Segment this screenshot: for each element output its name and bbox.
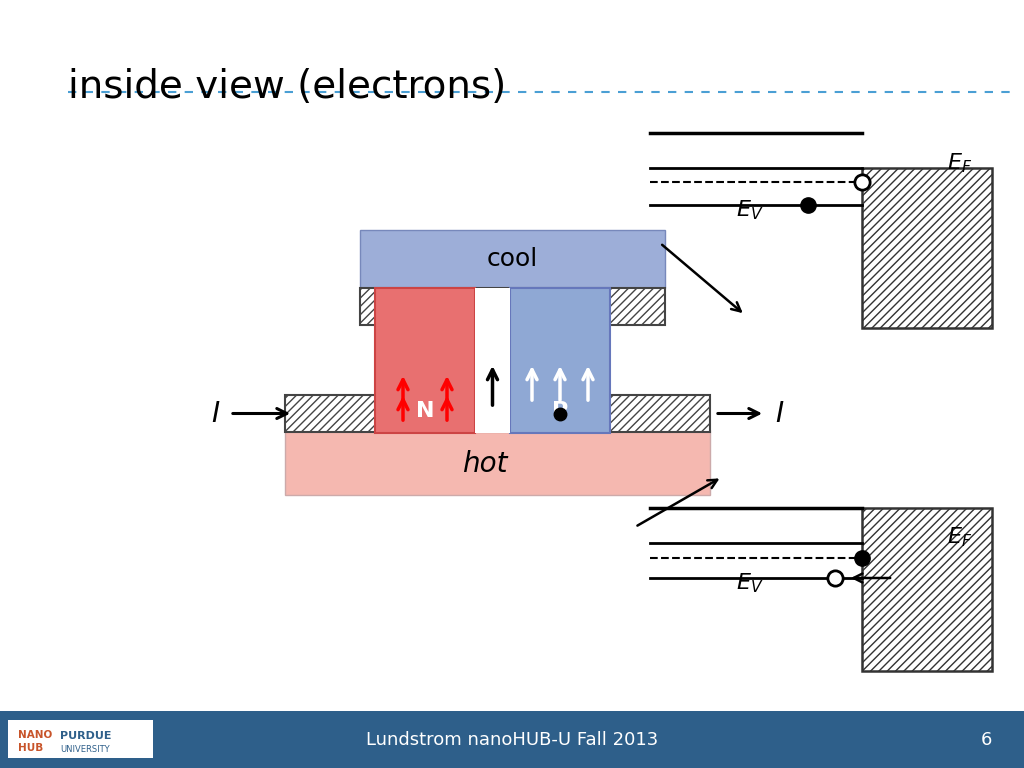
Text: $I$: $I$ bbox=[211, 399, 220, 428]
Text: NANO: NANO bbox=[18, 730, 52, 740]
Text: N: N bbox=[416, 401, 434, 421]
Text: Lundstrom nanoHUB-U Fall 2013: Lundstrom nanoHUB-U Fall 2013 bbox=[366, 731, 658, 749]
Text: UNIVERSITY: UNIVERSITY bbox=[60, 744, 110, 753]
Bar bbox=[8, 720, 153, 758]
Bar bbox=[862, 168, 992, 328]
Text: $E_F$: $E_F$ bbox=[947, 151, 973, 175]
Text: cool: cool bbox=[486, 247, 539, 271]
Bar bbox=[475, 288, 510, 433]
Bar bbox=[375, 288, 475, 433]
Bar bbox=[510, 288, 610, 433]
Text: P: P bbox=[552, 401, 568, 421]
Bar bbox=[360, 288, 665, 325]
Text: hot: hot bbox=[462, 450, 508, 478]
Text: inside view (electrons): inside view (electrons) bbox=[68, 68, 506, 106]
Text: HUB: HUB bbox=[18, 743, 43, 753]
Bar bbox=[285, 395, 710, 432]
Text: $I$: $I$ bbox=[775, 399, 784, 428]
Text: $E_V$: $E_V$ bbox=[736, 571, 764, 594]
Bar bbox=[285, 430, 710, 495]
Bar bbox=[862, 508, 992, 671]
Text: 6: 6 bbox=[981, 731, 992, 749]
Text: $E_F$: $E_F$ bbox=[947, 525, 973, 549]
Text: PURDUE: PURDUE bbox=[60, 731, 112, 741]
Bar bbox=[360, 230, 665, 288]
Text: $E_V$: $E_V$ bbox=[736, 198, 764, 222]
Bar bbox=[0, 711, 1024, 768]
